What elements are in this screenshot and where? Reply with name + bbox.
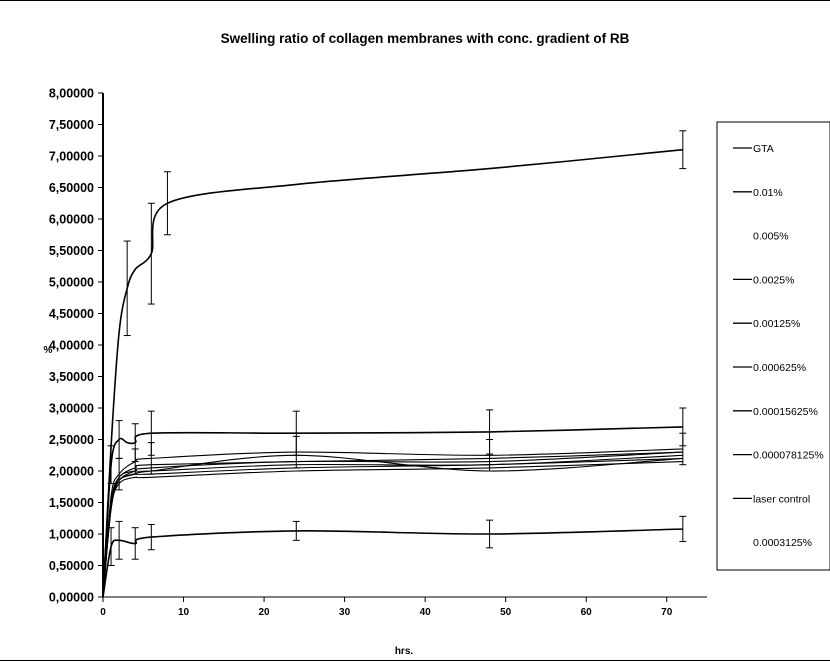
y-tick-label: 1,50000 bbox=[49, 496, 94, 510]
y-tick-label: 2,50000 bbox=[49, 433, 94, 447]
x-axis-ticks: 0 10 20 30 40 50 60 70 bbox=[100, 597, 673, 618]
y-tick-label: 5,50000 bbox=[49, 244, 94, 258]
series-line-0-00125 bbox=[103, 455, 683, 597]
series-line-0-000625 bbox=[103, 462, 683, 597]
legend-item-label: laser control bbox=[753, 493, 810, 505]
legend-item-label: 0.00015625% bbox=[753, 406, 818, 418]
legend-item-label: 0.000625% bbox=[753, 362, 806, 374]
y-tick-label: 0,50000 bbox=[49, 559, 94, 573]
series-line-0-000078125 bbox=[103, 458, 683, 597]
y-tick-label: 1,00000 bbox=[49, 528, 94, 542]
legend-item-label: 0.0003125% bbox=[753, 537, 812, 549]
y-tick-label: 3,50000 bbox=[49, 370, 94, 384]
y-tick-label: 6,50000 bbox=[49, 181, 94, 195]
series-line-0-0025 bbox=[103, 452, 683, 597]
x-tick-label: 20 bbox=[259, 607, 271, 618]
y-axis-label: % bbox=[44, 345, 53, 356]
x-tick-label: 30 bbox=[339, 607, 351, 618]
x-tick-label: 0 bbox=[100, 607, 106, 618]
x-axis-label: hrs. bbox=[395, 646, 414, 657]
y-tick-label: 8,00000 bbox=[49, 87, 94, 101]
series-line-0-00015625 bbox=[103, 455, 683, 597]
y-tick-label: 4,50000 bbox=[49, 307, 94, 321]
y-tick-label: 4,00000 bbox=[49, 339, 94, 353]
y-tick-label: 7,00000 bbox=[49, 150, 94, 164]
y-tick-label: 3,00000 bbox=[49, 402, 94, 416]
y-tick-label: 6,00000 bbox=[49, 213, 94, 227]
legend-item-label: 0.01% bbox=[753, 187, 783, 199]
y-tick-label: 2,00000 bbox=[49, 465, 94, 479]
series-line-gta bbox=[103, 150, 683, 597]
x-tick-label: 70 bbox=[661, 607, 673, 618]
y-tick-label: 7,50000 bbox=[49, 118, 94, 132]
legend-item-label: GTA bbox=[753, 143, 774, 155]
legend-item-label: 0.0025% bbox=[753, 274, 794, 286]
plot-area bbox=[103, 131, 686, 597]
legend-item-label: 0.005% bbox=[753, 231, 789, 243]
x-tick-label: 40 bbox=[420, 607, 432, 618]
x-tick-label: 50 bbox=[500, 607, 512, 618]
x-tick-label: 10 bbox=[178, 607, 190, 618]
legend-item-label: 0.000078125% bbox=[753, 450, 824, 462]
series-line-laser-control bbox=[103, 529, 683, 597]
y-tick-label: 5,00000 bbox=[49, 276, 94, 290]
y-tick-label: 0,00000 bbox=[49, 591, 94, 605]
legend-item-label: 0.00125% bbox=[753, 318, 800, 330]
x-tick-label: 60 bbox=[581, 607, 593, 618]
y-axis-ticks: 0,00000 0,50000 1,00000 1,50000 2,00000 2,500… bbox=[49, 87, 103, 605]
series-line-0-005 bbox=[103, 449, 683, 597]
chart-title: Swelling ratio of collagen membranes wit… bbox=[221, 31, 630, 46]
series-line-0-0003125 bbox=[103, 452, 683, 597]
